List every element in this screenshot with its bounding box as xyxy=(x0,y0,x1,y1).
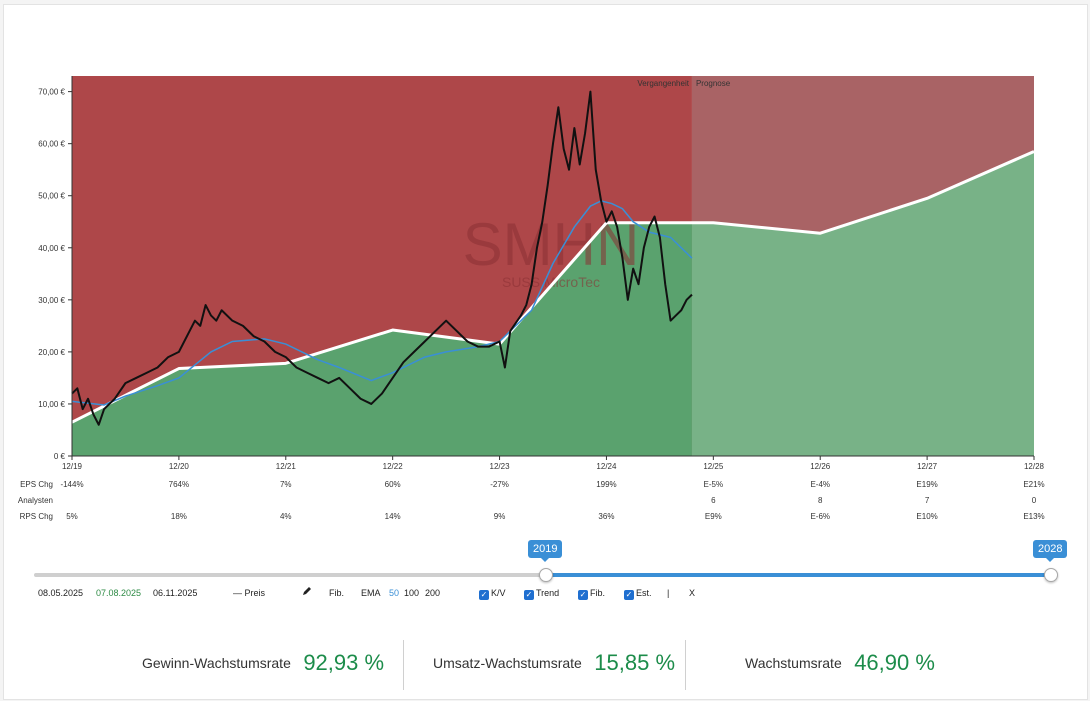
table-row-label: RPS Chg xyxy=(20,512,53,521)
check-icon: ✓ xyxy=(479,590,489,600)
x-tick-label: 12/20 xyxy=(169,462,190,471)
table-row-label: Analysten xyxy=(18,496,53,505)
fib-toggle[interactable]: ✓ Fib. xyxy=(578,588,605,600)
table-cell: 36% xyxy=(598,512,614,521)
x-tick-label: 12/27 xyxy=(917,462,938,471)
pencil-icon[interactable] xyxy=(302,586,312,598)
table-cell: E10% xyxy=(916,512,937,521)
x-tick-label: 12/24 xyxy=(596,462,617,471)
fib-tool[interactable]: Fib. xyxy=(329,588,345,598)
date-option-1[interactable]: 08.05.2025 xyxy=(38,588,84,598)
y-tick-label: 70,00 € xyxy=(38,88,65,97)
table-cell: 5% xyxy=(66,512,78,521)
price-legend-label: Preis xyxy=(244,588,266,598)
kv-label: K/V xyxy=(491,588,506,598)
x-tick-label: 12/19 xyxy=(62,462,83,471)
overall-growth-value: 46,90 % xyxy=(854,650,935,675)
y-tick-label: 30,00 € xyxy=(38,296,65,305)
ema-line xyxy=(71,200,693,406)
table-cell: E21% xyxy=(1023,480,1044,489)
x-tick-label: 12/28 xyxy=(1024,462,1045,471)
x-tick-label: 12/25 xyxy=(703,462,724,471)
earnings-growth: Gewinn-Wachstumsrate 92,93 % xyxy=(142,650,384,676)
table-cell: 764% xyxy=(169,480,189,489)
y-tick-label: 20,00 € xyxy=(38,348,65,357)
slider-start-label: 2019 xyxy=(528,540,563,562)
x-tick-label: 12/21 xyxy=(276,462,297,471)
divider xyxy=(403,640,404,690)
price-legend[interactable]: — Preis xyxy=(233,588,265,598)
slider-end-handle[interactable] xyxy=(1044,568,1058,582)
fair-value-line xyxy=(71,150,1035,424)
slider-start-handle[interactable] xyxy=(539,568,553,582)
table-cell: E13% xyxy=(1023,512,1044,521)
ema-label: EMA xyxy=(361,588,381,598)
ema-200-option[interactable]: 200 xyxy=(425,588,441,598)
y-tick-label: 0 € xyxy=(54,452,66,461)
table-cell: 4% xyxy=(280,512,292,521)
x-tick-label: 12/23 xyxy=(490,462,511,471)
table-cell: 199% xyxy=(596,480,616,489)
revenue-growth: Umsatz-Wachstumsrate 15,85 % xyxy=(433,650,675,676)
close-button[interactable]: X xyxy=(689,588,696,598)
estimates-label: Est. xyxy=(636,588,652,598)
table-cell: -144% xyxy=(60,480,83,489)
x-tick-label: 12/22 xyxy=(383,462,404,471)
table-cell: E-4% xyxy=(810,480,830,489)
revenue-growth-label: Umsatz-Wachstumsrate xyxy=(433,655,582,671)
region-label-past: Vergangenheit xyxy=(637,79,689,88)
table-cell: 7 xyxy=(925,496,930,505)
table-cell: E-6% xyxy=(810,512,830,521)
table-cell: E-5% xyxy=(704,480,724,489)
line-icon: — xyxy=(233,588,242,598)
table-cell: 0 xyxy=(1032,496,1037,505)
table-cell: 7% xyxy=(280,480,292,489)
y-tick-label: 60,00 € xyxy=(38,140,65,149)
ema-100-option[interactable]: 100 xyxy=(404,588,420,598)
earnings-growth-value: 92,93 % xyxy=(303,650,385,675)
watermark-company: SUSS MicroTec xyxy=(502,274,600,290)
overall-growth: Wachstumsrate 46,90 % xyxy=(745,650,935,676)
overall-growth-label: Wachstumsrate xyxy=(745,655,842,671)
forecast-fair-value-area xyxy=(691,151,1034,457)
date-option-3[interactable]: 06.11.2025 xyxy=(153,588,198,598)
table-cell: E9% xyxy=(705,512,722,521)
year-range-slider[interactable]: 2019 2028 xyxy=(34,540,1068,584)
check-icon: ✓ xyxy=(624,590,634,600)
chart-controls: 08.05.2025 07.08.2025 06.11.2025 — Preis… xyxy=(0,580,1090,604)
table-cell: 18% xyxy=(171,512,187,521)
trend-label: Trend xyxy=(536,588,560,598)
region-label-forecast: Prognose xyxy=(696,79,731,88)
price-line xyxy=(71,90,693,426)
y-tick-label: 40,00 € xyxy=(38,244,65,253)
kv-toggle[interactable]: ✓ K/V xyxy=(479,588,506,600)
table-cell: 60% xyxy=(385,480,401,489)
trend-toggle[interactable]: ✓ Trend xyxy=(524,588,559,600)
growth-summary: Gewinn-Wachstumsrate 92,93 % Umsatz-Wach… xyxy=(0,640,1090,690)
slider-end-label: 2028 xyxy=(1033,540,1068,562)
table-cell: 14% xyxy=(385,512,401,521)
revenue-growth-value: 15,85 % xyxy=(594,650,676,675)
table-cell: 6 xyxy=(711,496,716,505)
y-tick-label: 50,00 € xyxy=(38,192,65,201)
fib-toggle-label: Fib. xyxy=(590,588,606,598)
y-tick-label: 10,00 € xyxy=(38,400,65,409)
check-icon: ✓ xyxy=(524,590,534,600)
x-tick-label: 12/26 xyxy=(810,462,831,471)
table-cell: 8 xyxy=(818,496,823,505)
table-cell: 9% xyxy=(494,512,506,521)
table-cell: -27% xyxy=(490,480,509,489)
estimates-toggle[interactable]: ✓ Est. xyxy=(624,588,652,600)
ema-50-option[interactable]: 50 xyxy=(389,588,400,598)
check-icon: ✓ xyxy=(578,590,588,600)
table-row-label: EPS Chg xyxy=(20,480,53,489)
earnings-growth-label: Gewinn-Wachstumsrate xyxy=(142,655,291,671)
table-cell: E19% xyxy=(916,480,937,489)
divider xyxy=(685,640,686,690)
separator: | xyxy=(667,588,670,598)
slider-selected-range xyxy=(545,573,1050,577)
date-option-2[interactable]: 07.08.2025 xyxy=(96,588,142,598)
past-fair-value-area xyxy=(72,222,692,456)
